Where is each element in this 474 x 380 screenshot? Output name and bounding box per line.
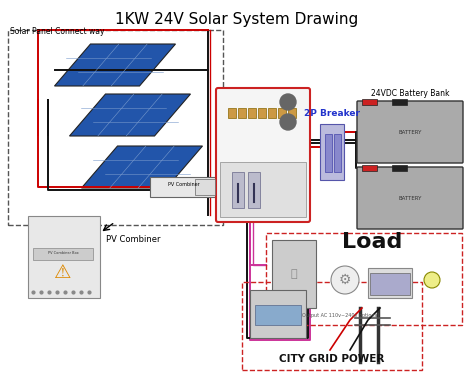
Bar (268, 108, 276, 118)
Bar (248, 172, 260, 208)
Text: ⚠: ⚠ (54, 263, 72, 282)
Circle shape (424, 272, 440, 288)
Text: ⚙: ⚙ (339, 273, 351, 287)
Text: Output AC 110v~240v optional: Output AC 110v~240v optional (301, 313, 378, 318)
Bar (362, 99, 377, 105)
Bar (266, 233, 462, 325)
Polygon shape (70, 94, 191, 136)
Bar (33, 248, 93, 260)
Bar (320, 124, 344, 180)
Bar (368, 268, 412, 298)
Text: BATTERY: BATTERY (398, 195, 422, 201)
Bar (195, 179, 215, 195)
Polygon shape (55, 44, 175, 86)
FancyBboxPatch shape (357, 167, 463, 229)
Text: PV Combiner Box: PV Combiner Box (47, 251, 78, 255)
Text: ⬛: ⬛ (291, 269, 297, 279)
Text: PV Combiner: PV Combiner (168, 182, 200, 187)
Bar (248, 108, 256, 118)
Bar (238, 108, 246, 118)
Circle shape (280, 94, 296, 110)
Bar (362, 165, 377, 171)
Circle shape (280, 114, 296, 130)
Text: 2P Breaker: 2P Breaker (304, 109, 360, 118)
Bar (228, 108, 236, 118)
Text: Solar Panel Connect way: Solar Panel Connect way (10, 27, 104, 36)
Bar (220, 162, 306, 217)
Bar (250, 290, 306, 338)
FancyBboxPatch shape (216, 88, 310, 222)
Bar (288, 108, 296, 118)
Bar (392, 165, 407, 171)
Bar (150, 177, 218, 197)
Text: BATTERY: BATTERY (398, 130, 422, 135)
Bar (325, 134, 332, 172)
Circle shape (331, 266, 359, 294)
Bar (334, 134, 341, 172)
Polygon shape (82, 146, 202, 188)
Bar (272, 240, 316, 308)
Bar (258, 108, 266, 118)
Bar (28, 216, 100, 298)
Bar (8, 30, 223, 225)
Bar (370, 273, 410, 295)
Bar (278, 108, 286, 118)
Bar (255, 305, 301, 325)
Text: CITY GRID POWER: CITY GRID POWER (279, 354, 385, 364)
FancyBboxPatch shape (357, 101, 463, 163)
Text: 24VDC Battery Bank: 24VDC Battery Bank (371, 89, 449, 98)
Bar (242, 282, 422, 370)
Bar (232, 172, 244, 208)
Text: 1KW 24V Solar System Drawing: 1KW 24V Solar System Drawing (115, 12, 359, 27)
Text: PV Combiner: PV Combiner (106, 236, 161, 244)
Bar (392, 99, 407, 105)
Text: Load: Load (342, 232, 402, 252)
